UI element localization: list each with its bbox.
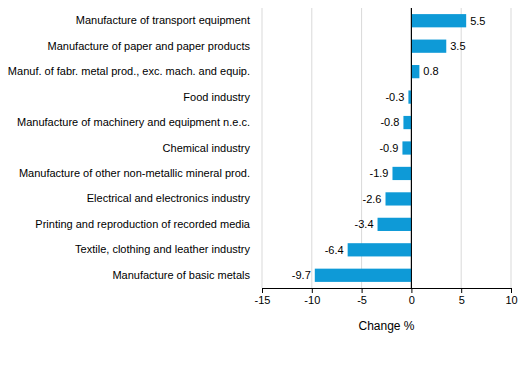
axis-line [263, 288, 512, 289]
tick: 5 [459, 288, 465, 306]
tick-mark [511, 288, 512, 293]
tick-label: 10 [505, 294, 517, 306]
tick-mark [262, 288, 263, 293]
bar [411, 14, 466, 27]
data-label: -2.6 [363, 193, 382, 205]
tick: Manufacture of paper and paper products [48, 40, 262, 52]
tick-mark [312, 288, 313, 293]
y-axis: Manufacture of transport equipment Manufa… [8, 14, 262, 281]
bar [378, 218, 412, 231]
grid-line [311, 8, 312, 288]
category-label: Manufacture of paper and paper products [48, 40, 251, 52]
tick: Manufacture of transport equipment [76, 14, 262, 26]
tick-label: -5 [357, 294, 367, 306]
data-label: -3.4 [355, 218, 374, 230]
category-label: Electrical and electronics industry [87, 192, 251, 204]
category-label: Manufacture of other non-metallic minera… [19, 167, 250, 179]
tick: -10 [304, 288, 320, 306]
tick: Manufacture of machinery and equipment n… [17, 116, 262, 128]
tick-label: -15 [255, 294, 271, 306]
zero-line [411, 8, 412, 288]
data-labels: 5.5 3.5 0.8 -0.3 -0.8 -0.9 -1.9 -2.6 -3.4 -6.4 -9.… [292, 15, 486, 282]
tick: Textile, clothing and leather industry [75, 243, 262, 255]
data-label: -9.7 [292, 269, 311, 281]
data-label: -0.8 [380, 116, 399, 128]
tick: Manufacture of other non-metallic minera… [19, 167, 262, 179]
category-label: Manuf. of fabr. metal prod., exc. mach. … [8, 65, 250, 77]
bar [348, 243, 412, 256]
data-label: 3.5 [450, 40, 465, 52]
tick-mark [411, 288, 412, 293]
tick-label: 0 [409, 294, 415, 306]
bar [392, 167, 411, 180]
bars [315, 14, 466, 282]
category-label: Food industry [183, 91, 250, 103]
bar [386, 192, 412, 205]
bar [411, 40, 446, 53]
bar [403, 116, 411, 129]
data-label: -0.3 [385, 91, 404, 103]
tick: -5 [357, 288, 367, 306]
grid-line [262, 8, 263, 288]
tick-label: -10 [304, 294, 320, 306]
tick-mark [461, 288, 462, 293]
grid-line [411, 8, 412, 288]
tick: 0 [409, 288, 415, 306]
category-label: Printing and reproduction of recorded me… [35, 218, 251, 230]
bar [402, 141, 411, 154]
data-label: 0.8 [423, 65, 438, 77]
tick-mark [362, 288, 363, 293]
tick: -15 [255, 288, 271, 306]
category-label: Chemical industry [163, 142, 251, 154]
data-label: -1.9 [370, 167, 389, 179]
data-label: -0.9 [379, 142, 398, 154]
grid-line [511, 8, 512, 288]
x-axis-title: Change % [358, 319, 414, 333]
tick: Printing and reproduction of recorded me… [35, 218, 262, 230]
plot: 5.5 3.5 0.8 -0.3 -0.8 -0.9 -1.9 -2.6 -3.4 -6.4 -9.… [8, 8, 518, 306]
data-label: 5.5 [470, 15, 485, 27]
bar [315, 269, 412, 282]
category-label: Manufacture of machinery and equipment n… [17, 116, 250, 128]
tick: 10 [505, 288, 517, 306]
tick-label: 5 [459, 294, 465, 306]
category-label: Manufacture of transport equipment [76, 14, 250, 26]
grid [262, 8, 511, 288]
tick: Chemical industry [163, 142, 262, 154]
tick: Manuf. of fabr. metal prod., exc. mach. … [8, 65, 262, 77]
tick: Electrical and electronics industry [87, 192, 262, 204]
x-axis: -15 -10 -5 0 5 10 [255, 288, 518, 306]
category-label: Manufacture of basic metals [112, 269, 250, 281]
chart: 5.5 3.5 0.8 -0.3 -0.8 -0.9 -1.9 -2.6 -3.4 -6.4 -9.… [0, 0, 529, 378]
data-label: -6.4 [325, 244, 344, 256]
tick: Manufacture of basic metals [112, 269, 262, 281]
category-label: Textile, clothing and leather industry [75, 243, 250, 255]
tick: Food industry [183, 91, 262, 103]
bar [411, 65, 419, 78]
